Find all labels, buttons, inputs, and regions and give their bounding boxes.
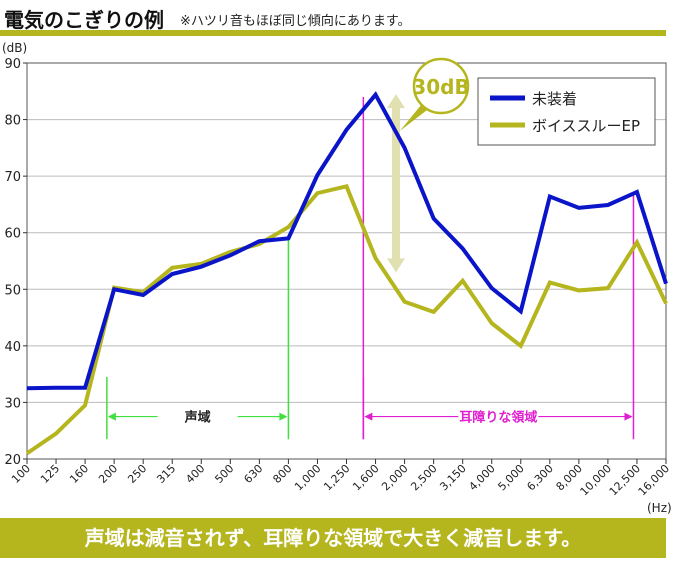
data-point bbox=[229, 254, 231, 256]
data-point bbox=[84, 387, 86, 389]
data-point bbox=[26, 387, 28, 389]
title-underline bbox=[0, 30, 666, 36]
voice-range-label: 声域 bbox=[184, 410, 211, 426]
x-tick-label: 4,000 bbox=[466, 462, 497, 493]
data-point bbox=[200, 266, 202, 268]
data-point bbox=[665, 302, 667, 304]
difference-label: 30dB bbox=[412, 75, 469, 99]
data-point bbox=[636, 241, 638, 243]
harsh-label-bg bbox=[458, 407, 539, 426]
data-point bbox=[491, 322, 493, 324]
data-point bbox=[491, 287, 493, 289]
data-point bbox=[607, 287, 609, 289]
data-point bbox=[229, 251, 231, 253]
x-tick-label: 315 bbox=[154, 462, 178, 486]
data-point bbox=[26, 452, 28, 454]
data-point bbox=[549, 196, 551, 198]
x-tick-label: 500 bbox=[212, 462, 236, 486]
x-tick-label: 160 bbox=[67, 462, 91, 486]
x-tick-label: 6,300 bbox=[524, 462, 555, 493]
x-tick-label: 400 bbox=[183, 462, 207, 486]
x-tick-label: 1,000 bbox=[292, 462, 323, 493]
y-tick-label: 60 bbox=[4, 227, 21, 242]
x-tick-label: 1,600 bbox=[350, 462, 381, 493]
y-tick-label: 30 bbox=[4, 396, 21, 411]
x-tick-label: 250 bbox=[125, 462, 149, 486]
data-point bbox=[375, 94, 377, 96]
x-tick-label: 2,000 bbox=[379, 462, 410, 493]
data-point bbox=[607, 204, 609, 206]
y-tick-label: 40 bbox=[4, 340, 21, 355]
data-point bbox=[404, 301, 406, 303]
y-tick-label: 20 bbox=[4, 453, 21, 468]
data-point bbox=[346, 185, 347, 187]
data-point bbox=[258, 243, 260, 245]
chart: (dB) (Hz) 声域 耳障りな領域 30dB 20 30 40 50 60 70 80 90 10… bbox=[2, 41, 672, 515]
difference-arrow bbox=[387, 94, 405, 273]
x-tick-label: 2,500 bbox=[408, 462, 439, 493]
data-point bbox=[171, 267, 173, 269]
data-point bbox=[200, 263, 202, 265]
data-point bbox=[287, 226, 289, 228]
data-point bbox=[578, 289, 580, 291]
data-point bbox=[578, 207, 580, 209]
x-tick-label: 125 bbox=[38, 462, 62, 486]
summary-banner: 声域は減音されず、耳障りな領域で大きく減音します。 bbox=[0, 518, 666, 558]
data-point bbox=[84, 404, 86, 406]
data-point bbox=[520, 345, 522, 347]
data-point bbox=[462, 280, 464, 282]
y-axis-label: (dB) bbox=[2, 41, 27, 55]
y-tick-label: 90 bbox=[4, 57, 21, 72]
x-tick-label: 200 bbox=[96, 462, 120, 486]
data-point bbox=[142, 294, 144, 296]
series-line-1 bbox=[25, 183, 668, 455]
legend: 未装着 ボイススルーEP bbox=[477, 77, 656, 146]
page-title: 電気のこぎりの例 bbox=[4, 8, 164, 32]
x-tick-label: 630 bbox=[241, 462, 265, 486]
data-point bbox=[316, 192, 318, 194]
data-point bbox=[316, 174, 318, 176]
x-tick-label: 5,000 bbox=[495, 462, 526, 493]
data-point bbox=[55, 433, 57, 435]
x-axis-label: (Hz) bbox=[647, 501, 672, 515]
x-tick-label: 800 bbox=[270, 462, 294, 486]
data-point bbox=[258, 240, 260, 242]
data-point bbox=[375, 257, 377, 259]
x-tick-label: 1,250 bbox=[321, 462, 352, 493]
data-point bbox=[549, 281, 551, 283]
data-point bbox=[636, 191, 638, 193]
data-point bbox=[433, 311, 435, 313]
voice-label-bg bbox=[157, 407, 238, 426]
x-tick-label: 16,000 bbox=[636, 462, 672, 498]
x-tick-label: 3,150 bbox=[437, 462, 468, 493]
y-tick-label: 70 bbox=[4, 170, 21, 185]
y-tick-label: 80 bbox=[4, 114, 21, 129]
callout-bubble bbox=[412, 57, 470, 115]
data-point bbox=[113, 288, 115, 290]
note-text: ※ハツリ音もほぼ同じ傾向にあります。 bbox=[180, 14, 411, 29]
data-point bbox=[520, 310, 522, 312]
data-point bbox=[665, 283, 667, 285]
x-tick-label: 12,500 bbox=[607, 462, 643, 498]
data-point bbox=[404, 147, 406, 149]
data-point bbox=[346, 129, 347, 131]
data-point bbox=[433, 218, 435, 220]
legend-label-blue: 未装着 bbox=[532, 90, 577, 108]
data-point bbox=[462, 248, 464, 250]
data-point bbox=[287, 237, 289, 239]
harsh-range-label: 耳障りな領域 bbox=[459, 410, 537, 426]
legend-label-yellow: ボイススルーEP bbox=[532, 117, 640, 135]
y-tick-label: 50 bbox=[4, 283, 21, 298]
data-point bbox=[171, 273, 173, 275]
x-tick-label: 10,000 bbox=[578, 462, 614, 498]
data-point bbox=[55, 387, 57, 389]
